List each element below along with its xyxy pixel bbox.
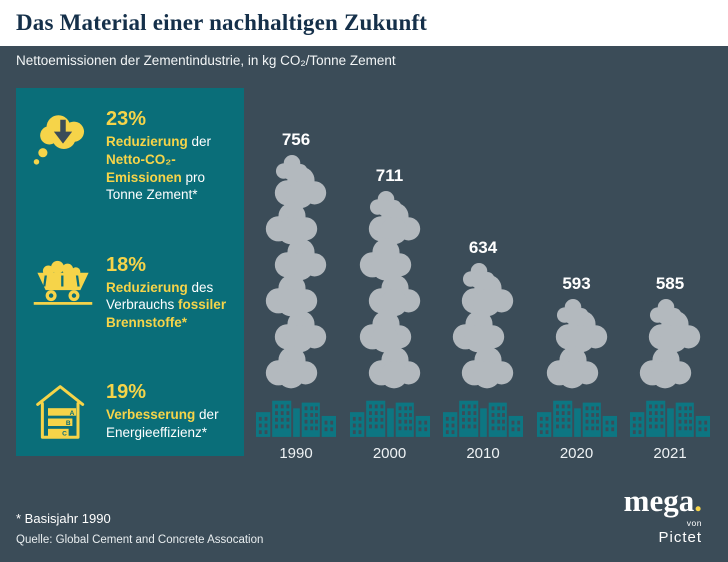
smoke-cloud-icon xyxy=(639,346,692,389)
smoke-cloud-icon xyxy=(274,310,327,353)
smoke-cloud-icon xyxy=(265,202,318,245)
smoke-cloud-icon xyxy=(274,238,327,281)
mega-wordmark: mega. xyxy=(623,483,702,518)
smoke-stack xyxy=(452,262,514,391)
smoke-cloud-icon xyxy=(648,310,701,353)
value-label: 593 xyxy=(562,274,591,293)
energy-label-b: B xyxy=(66,420,71,427)
smoke-cloud-icon xyxy=(359,310,411,353)
year-label: 1990 xyxy=(279,445,313,462)
smoke-cloud-icon xyxy=(274,166,327,209)
smoke-cloud-icon xyxy=(452,310,505,353)
logo-pictet: Pictet xyxy=(658,529,702,546)
smoke-cloud-icon xyxy=(265,346,318,389)
factory-icon xyxy=(349,400,430,437)
year-label: 2021 xyxy=(653,445,687,462)
house-energy-icon: A B C xyxy=(30,381,96,441)
factory-icon xyxy=(256,400,336,437)
smoke-cloud-icon xyxy=(546,346,598,389)
stat-description: Verbesserung der Energieeffizienz* xyxy=(106,407,219,441)
page-title: Das Material einer nachhaltigen Zukunft xyxy=(16,10,428,35)
smoke-cloud-icon xyxy=(359,238,411,281)
smoke-cloud-icon xyxy=(461,274,514,317)
chart-column: 585 2021 xyxy=(626,274,714,462)
header: Das Material einer nachhaltigen Zukunft xyxy=(0,0,728,46)
year-label: 2020 xyxy=(559,445,594,462)
stat-co2-reduction: 23% Reduzierung der Netto-CO₂-Emissionen… xyxy=(30,108,230,204)
chart-column: 593 2020 xyxy=(533,274,621,462)
value-label: 711 xyxy=(375,166,404,185)
factory-icon xyxy=(630,400,710,437)
stat-description: Reduzierung der Netto-CO₂-Emissionen pro… xyxy=(106,134,212,203)
value-label: 756 xyxy=(281,130,311,149)
factory-icon xyxy=(443,400,523,437)
stat-description: Reduzierung des Verbrauchs fossiler Bren… xyxy=(106,279,227,331)
smoke-cloud-icon xyxy=(461,346,514,389)
smoke-cloud-icon xyxy=(368,202,420,245)
smoke-cloud-icon xyxy=(265,274,318,317)
chart-column: 634 2010 xyxy=(439,238,527,462)
footnote: * Basisjahr 1990 xyxy=(16,511,111,526)
logo-von: von xyxy=(686,518,702,528)
stats-panel: 23% Reduzierung der Netto-CO₂-Emissionen… xyxy=(16,88,244,456)
value-label: 585 xyxy=(655,274,685,293)
source-credit: Quelle: Global Cement and Concrete Assoc… xyxy=(16,534,264,546)
smoke-stack xyxy=(546,298,608,391)
smoke-stack xyxy=(359,190,421,391)
factory-icon xyxy=(536,400,617,437)
chart-subtitle: Nettoemissionen der Zementindustrie, in … xyxy=(16,53,396,68)
coal-cart-icon xyxy=(30,254,96,308)
stat-percentage: 18% xyxy=(106,253,147,276)
smoke-cloud-icon xyxy=(368,274,420,317)
logo-dot: . xyxy=(694,483,702,518)
chart-column: 756 1990 xyxy=(252,130,340,462)
value-label: 634 xyxy=(468,238,498,257)
stat-fossil-fuel-reduction: 18% Reduzierung des Verbrauchs fossiler … xyxy=(30,254,230,332)
smoke-stack xyxy=(265,154,327,391)
cloud-down-arrow-icon xyxy=(30,108,96,170)
stat-energy-efficiency: A B C 19% Verbesserung der Energieeffizi… xyxy=(30,381,230,442)
year-label: 2000 xyxy=(372,445,407,462)
stat-percentage: 23% xyxy=(106,108,147,130)
emissions-chart: 756 1990 711 xyxy=(252,84,714,462)
energy-label-a: A xyxy=(70,410,75,417)
smoke-stack xyxy=(639,298,701,391)
energy-label-c: C xyxy=(62,431,67,438)
mega-logo: mega. von Pictet xyxy=(624,485,702,546)
chart-column: 711 2000 xyxy=(346,166,434,462)
smoke-cloud-icon xyxy=(368,346,420,389)
stat-percentage: 19% xyxy=(106,381,147,404)
smoke-cloud-icon xyxy=(555,310,607,353)
year-label: 2010 xyxy=(466,445,500,462)
